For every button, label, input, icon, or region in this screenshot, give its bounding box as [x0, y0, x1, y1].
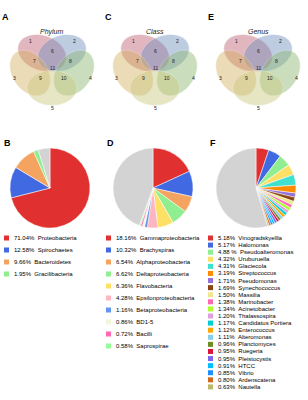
svg-text:10: 10: [61, 75, 67, 81]
svg-text:4: 4: [295, 75, 298, 81]
svg-text:7: 7: [239, 58, 242, 64]
svg-text:1: 1: [132, 38, 135, 44]
svg-text:1.34% Acinetobacter: 1.34% Acinetobacter: [218, 306, 275, 312]
svg-text:4.31% Glaciecola: 4.31% Glaciecola: [218, 263, 267, 269]
svg-text:8: 8: [275, 58, 278, 64]
svg-text:4: 4: [89, 75, 92, 81]
svg-text:5.18% Vinogradskyellla: 5.18% Vinogradskyellla: [218, 235, 283, 241]
svg-text:C: C: [105, 12, 112, 22]
svg-text:9.66% Bacteroidetes: 9.66% Bacteroidetes: [14, 259, 71, 265]
svg-text:B: B: [4, 138, 11, 148]
svg-text:71.04% Proteobacteria: 71.04% Proteobacteria: [14, 235, 77, 241]
svg-text:18.16% Gammaproteobacteria: 18.16% Gammaproteobacteria: [116, 235, 200, 241]
svg-text:2: 2: [279, 38, 282, 44]
svg-text:0.63% Nautella: 0.63% Nautella: [218, 384, 261, 390]
svg-text:0.91% HTCC: 0.91% HTCC: [218, 363, 256, 369]
svg-text:6.36% Flavobacteria: 6.36% Flavobacteria: [116, 283, 173, 289]
svg-text:4.32% Uruburuella: 4.32% Uruburuella: [218, 256, 270, 262]
svg-text:1.69% Synechococcus: 1.69% Synechococcus: [218, 285, 280, 291]
svg-text:1.11% Alteromonas: 1.11% Alteromonas: [218, 334, 272, 340]
svg-text:6.62% Deltaproteobacteria: 6.62% Deltaproteobacteria: [116, 271, 189, 277]
svg-text:1.17% Candidatus Portiera: 1.17% Candidatus Portiera: [218, 320, 292, 326]
svg-text:0.95% Pleistocystis: 0.95% Pleistocystis: [218, 356, 271, 362]
svg-text:7: 7: [136, 58, 139, 64]
svg-text:1.50% Massilia: 1.50% Massilia: [218, 292, 261, 298]
svg-text:8: 8: [172, 58, 175, 64]
svg-text:10: 10: [267, 75, 273, 81]
svg-text:10.32% Brachyspiras: 10.32% Brachyspiras: [116, 247, 174, 253]
svg-text:F: F: [210, 138, 216, 148]
svg-text:3.19% Streptococcus: 3.19% Streptococcus: [218, 270, 276, 276]
svg-text:3: 3: [13, 75, 16, 81]
svg-text:0.86% BD1-5: 0.86% BD1-5: [116, 319, 154, 325]
svg-text:11: 11: [256, 65, 261, 71]
svg-text:E: E: [208, 12, 214, 22]
svg-text:D: D: [107, 138, 114, 148]
svg-text:1: 1: [29, 38, 32, 44]
svg-text:2: 2: [176, 38, 179, 44]
svg-text:4: 4: [192, 75, 195, 81]
svg-text:5: 5: [154, 105, 157, 111]
svg-text:10: 10: [164, 75, 170, 81]
svg-text:1.12% Enterococcus: 1.12% Enterococcus: [218, 327, 275, 333]
svg-text:7: 7: [33, 58, 36, 64]
svg-text:1.16% Betaproteobacteria: 1.16% Betaproteobacteria: [116, 307, 188, 313]
svg-text:11: 11: [50, 65, 55, 71]
svg-text:9: 9: [142, 75, 145, 81]
svg-text:6: 6: [51, 48, 54, 54]
svg-text:0.96% Planctomyces: 0.96% Planctomyces: [218, 341, 276, 347]
svg-text:9: 9: [245, 75, 248, 81]
svg-text:1.71% Pseudomonas: 1.71% Pseudomonas: [218, 278, 277, 284]
svg-text:5: 5: [257, 105, 260, 111]
svg-text:A: A: [2, 12, 9, 22]
svg-text:8: 8: [69, 58, 72, 64]
svg-text:3: 3: [219, 75, 222, 81]
svg-text:9: 9: [39, 75, 42, 81]
svg-text:1: 1: [235, 38, 238, 44]
svg-text:6: 6: [257, 48, 260, 54]
svg-text:Class: Class: [146, 28, 164, 35]
svg-text:6.54% Alphaproteobacteria: 6.54% Alphaproteobacteria: [116, 259, 191, 265]
svg-text:5.17% Halomonas: 5.17% Halomonas: [218, 242, 269, 248]
svg-text:12.58% Spirochaetes: 12.58% Spirochaetes: [14, 247, 73, 253]
svg-text:1.20% Thalassospira: 1.20% Thalassospira: [218, 313, 276, 319]
svg-text:0.58% Saprospirae: 0.58% Saprospirae: [116, 343, 169, 349]
svg-text:Phylum: Phylum: [40, 28, 64, 36]
svg-text:0.80% Ardenscatena: 0.80% Ardenscatena: [218, 377, 276, 383]
svg-text:4.28% Epsilonproteobacteria: 4.28% Epsilonproteobacteria: [116, 295, 195, 301]
svg-text:6: 6: [154, 48, 157, 54]
svg-text:4.88 % Pseudoalteromonas: 4.88 % Pseudoalteromonas: [218, 249, 293, 255]
svg-text:3: 3: [115, 75, 118, 81]
svg-text:1.95% Gracilibacteria: 1.95% Gracilibacteria: [14, 271, 73, 277]
svg-text:2: 2: [73, 38, 76, 44]
svg-text:0.95% Ruegeria: 0.95% Ruegeria: [218, 348, 263, 354]
svg-text:11: 11: [153, 65, 158, 71]
svg-text:0.72% Bacilli: 0.72% Bacilli: [116, 331, 152, 337]
svg-text:Genus: Genus: [248, 28, 269, 35]
svg-text:1.38% Marinobacter: 1.38% Marinobacter: [218, 299, 273, 305]
svg-text:0.85% Vibrio: 0.85% Vibrio: [218, 370, 254, 376]
svg-text:5: 5: [51, 105, 54, 111]
